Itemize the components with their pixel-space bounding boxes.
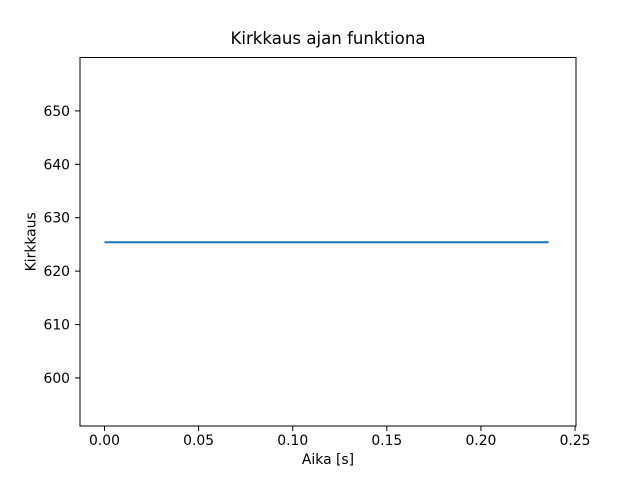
y-tick-label: 630 [43,211,70,227]
y-tick-label: 650 [43,104,70,120]
x-axis-label: Aika [s] [302,452,354,468]
x-tick-label: 0.20 [465,433,496,449]
y-axis-ticks: 600 610 620 630 640 650 [43,104,80,387]
y-tick-label: 640 [43,157,70,173]
x-tick-label: 0.25 [560,433,591,449]
y-axis-label: Kirkkaus [24,212,40,271]
x-tick-label: 0.00 [89,433,120,449]
chart-title: Kirkkaus ajan funktiona [230,29,425,48]
y-tick-label: 620 [43,264,70,280]
x-tick-label: 0.15 [371,433,402,449]
y-tick-label: 610 [43,318,70,334]
y-tick-label: 600 [43,371,70,387]
x-tick-label: 0.10 [277,433,308,449]
x-axis-ticks: 0.00 0.05 0.10 0.15 0.20 0.25 [89,426,591,449]
x-tick-label: 0.05 [183,433,214,449]
